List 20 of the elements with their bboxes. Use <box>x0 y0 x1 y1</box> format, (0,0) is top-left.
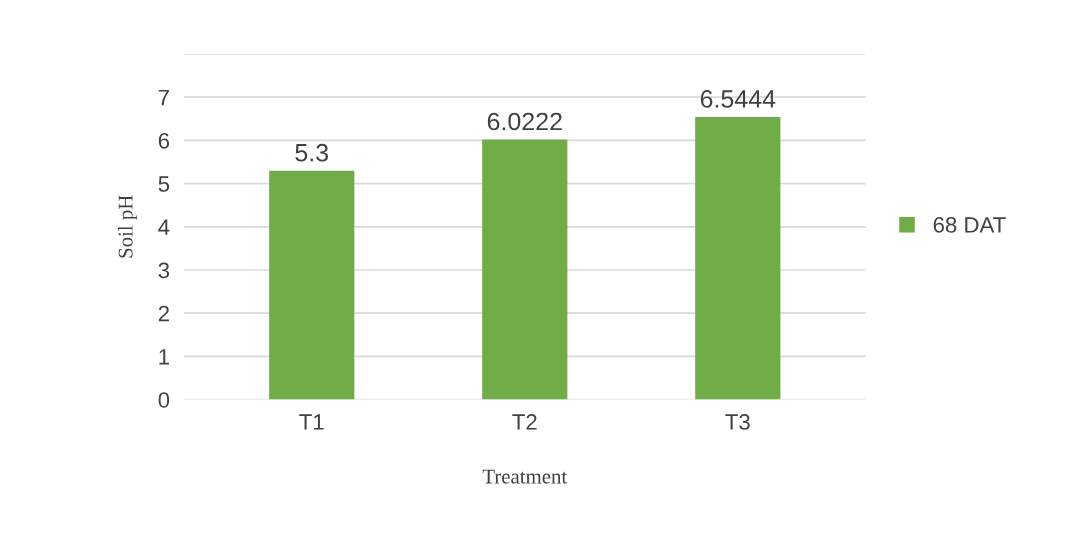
y-tick-label: 2 <box>158 305 169 322</box>
x-tick-label: T1 <box>299 414 324 430</box>
y-tick-label: 4 <box>158 219 170 235</box>
y-tick-label: 3 <box>158 262 170 279</box>
x-axis-title: Treatment <box>482 469 568 484</box>
y-tick-label: 1 <box>159 349 169 365</box>
y-axis-title: Soil pH <box>117 195 137 258</box>
data-label: 6.5444 <box>700 90 776 108</box>
y-tick-label: 6 <box>158 132 170 149</box>
y-tick-label: 7 <box>158 89 169 106</box>
bar <box>269 170 355 400</box>
bar <box>695 116 781 400</box>
data-label: 6.0222 <box>487 112 562 131</box>
bar <box>482 139 568 400</box>
y-tick-label: 0 <box>158 392 170 408</box>
y-tick-label: 5 <box>158 176 170 192</box>
x-tick-label: T2 <box>512 414 537 430</box>
legend-label: 68 DAT <box>933 217 1006 233</box>
data-label: 5.3 <box>295 143 329 162</box>
x-tick-label: T3 <box>725 414 750 430</box>
